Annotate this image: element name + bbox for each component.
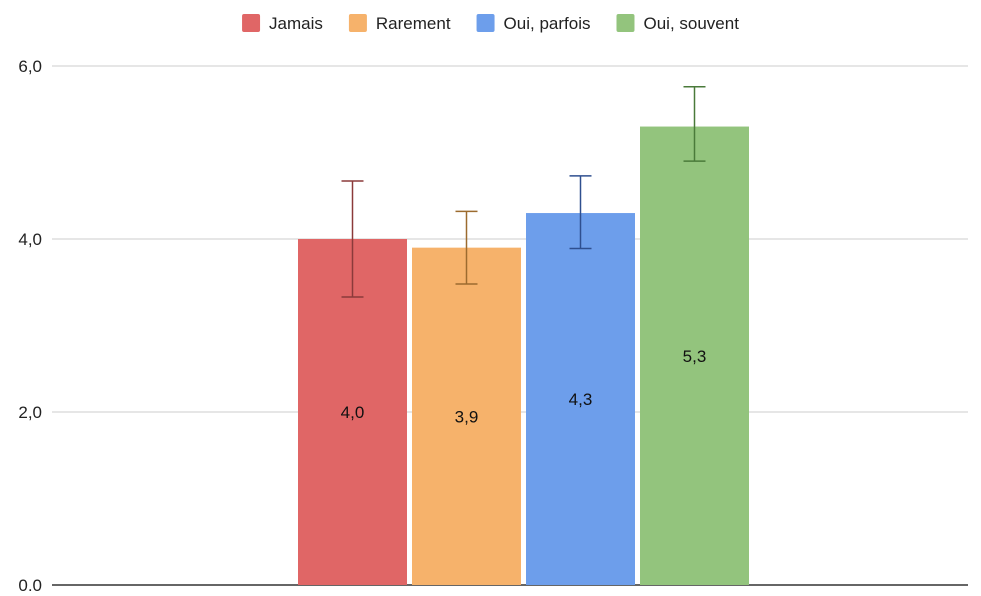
y-tick-label: 4,0	[18, 230, 42, 249]
legend: Jamais Rarement Oui, parfois Oui, souvent	[242, 14, 739, 33]
legend-item: Rarement	[348, 14, 451, 33]
legend-label: Oui, parfois	[504, 14, 591, 33]
data-label: 5,3	[683, 347, 707, 366]
y-tick-label: 2,0	[18, 403, 42, 422]
bar	[412, 247, 521, 585]
legend-label: Oui, souvent	[643, 14, 739, 33]
legend-item: Jamais	[242, 14, 323, 33]
legend-swatch	[616, 14, 635, 32]
bars	[298, 126, 749, 586]
data-label: 4,0	[341, 403, 365, 422]
bar	[526, 213, 635, 586]
legend-swatch	[348, 14, 367, 32]
legend-item: Oui, souvent	[616, 14, 739, 33]
data-label: 3,9	[455, 407, 479, 426]
legend-swatch	[242, 14, 261, 32]
legend-item: Oui, parfois	[476, 14, 591, 33]
data-label: 4,3	[569, 390, 593, 409]
data-labels: 4,0 3,9 4,3 5,3	[341, 347, 707, 427]
legend-label: Jamais	[269, 14, 323, 33]
legend-label: Rarement	[376, 14, 451, 33]
legend-swatch	[476, 14, 495, 32]
error-bars	[341, 86, 706, 298]
y-tick-label: 0,0	[18, 576, 42, 591]
y-tick-label: 6,0	[18, 57, 42, 76]
bar	[640, 126, 749, 586]
